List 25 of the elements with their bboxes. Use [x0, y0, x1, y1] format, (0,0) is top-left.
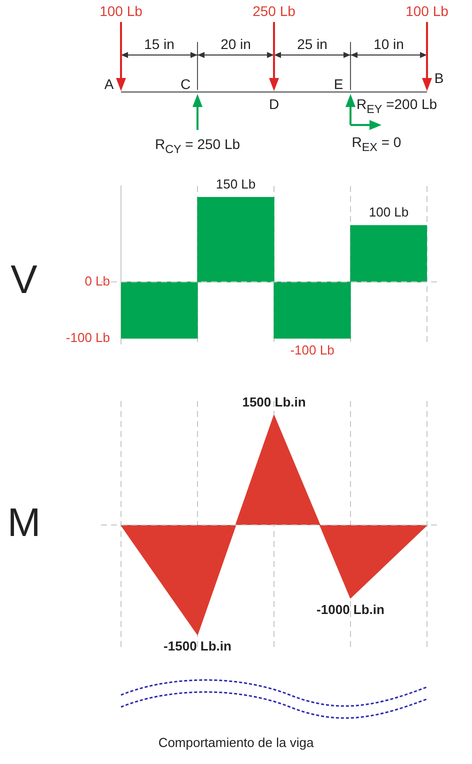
text: 25 in	[297, 36, 328, 52]
text: A	[104, 76, 114, 92]
text: C	[180, 76, 191, 92]
text: D	[268, 96, 280, 112]
text: Comportamiento de la viga	[157, 735, 315, 750]
text: B	[433, 70, 445, 86]
text: 100 Lb	[98, 3, 144, 19]
text: R$_{EY}$ =200 Lb	[356, 96, 438, 116]
text: 100 Lb	[404, 3, 450, 19]
y-axis-title: V	[10, 258, 38, 302]
text: 250 Lb	[252, 3, 296, 19]
text: 15 in	[144, 36, 174, 52]
data-label: 1500 Lb.in	[242, 394, 306, 410]
data-label: -100 Lb	[290, 342, 334, 358]
text: 20 in	[220, 36, 251, 52]
y-tick-label: 0 Lb	[84, 274, 110, 289]
text: E	[332, 76, 344, 92]
data-label: -1000 Lb.in	[316, 602, 385, 618]
text: 10 in	[374, 36, 404, 52]
y-axis-title: M	[7, 501, 41, 546]
data-label: 100 Lb	[368, 204, 409, 220]
data-label: 150 Lb	[216, 176, 256, 192]
text: R$_{EX}$ = 0	[350, 134, 402, 154]
data-label: -1500 Lb.in	[164, 638, 232, 654]
text: R$_{CY}$ = 250 Lb	[154, 136, 242, 156]
